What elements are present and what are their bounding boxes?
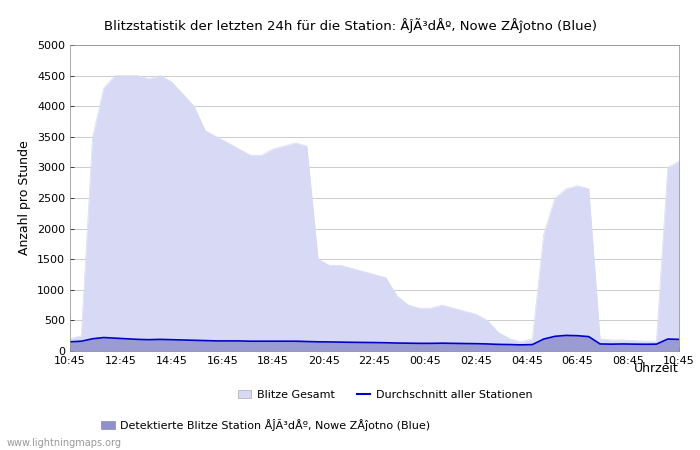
Text: Uhrzeit: Uhrzeit	[634, 362, 679, 375]
Legend: Blitze Gesamt, Durchschnitt aller Stationen: Blitze Gesamt, Durchschnitt aller Statio…	[233, 385, 537, 404]
Text: www.lightningmaps.org: www.lightningmaps.org	[7, 438, 122, 448]
Y-axis label: Anzahl pro Stunde: Anzahl pro Stunde	[18, 140, 32, 256]
Legend: Detektierte Blitze Station ÅĴÃ³dÅº, Nowe ZÅĵotno (Blue): Detektierte Blitze Station ÅĴÃ³dÅº, Nowe…	[97, 414, 435, 436]
Text: Blitzstatistik der letzten 24h für die Station: ÅĴÃ³dÅº, Nowe ZÅĵotno (Blue): Blitzstatistik der letzten 24h für die S…	[104, 18, 596, 33]
